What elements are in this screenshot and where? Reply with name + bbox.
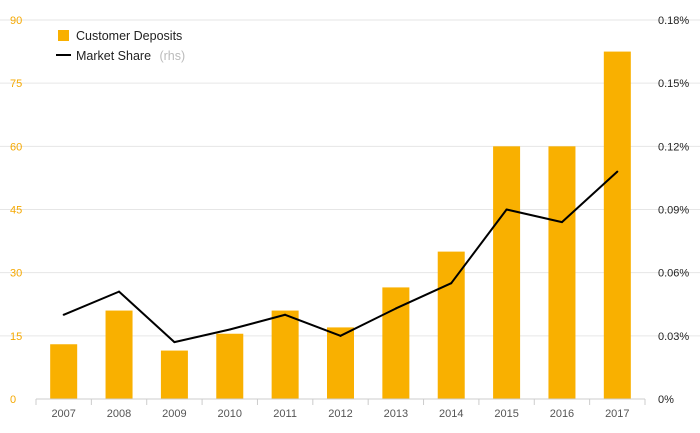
line-point	[560, 221, 563, 224]
line-point	[284, 313, 287, 316]
bars	[50, 51, 631, 399]
x-tick-label: 2015	[494, 408, 518, 420]
y-left-tick-label: 0	[10, 394, 16, 406]
x-tick-label: 2011	[273, 408, 297, 420]
bar	[548, 146, 576, 399]
legend-rhs-note: (rhs)	[159, 49, 185, 63]
bar	[437, 251, 465, 399]
y-right-tick-label: 0.03%	[658, 331, 689, 343]
axes: 0 0% 15 0.03% 30 0.06% 45 0.09% 60 0.12% 75 0.15% 90…	[10, 15, 689, 420]
line-point	[118, 290, 121, 293]
x-tick-label: 2014	[439, 408, 463, 420]
y-left-tick-label: 15	[10, 331, 22, 343]
line-point	[173, 341, 176, 344]
bar	[382, 287, 410, 399]
y-right-tick-label: 0.09%	[658, 205, 689, 217]
legend-label-customer-deposits: Customer Deposits	[76, 29, 182, 43]
gridlines	[0, 19, 700, 337]
x-tick-label: 2008	[107, 408, 131, 420]
line-point	[616, 170, 619, 173]
y-left-tick-label: 45	[10, 205, 22, 217]
legend-swatch-customer-deposits	[58, 30, 69, 41]
x-tick-label: 2009	[162, 408, 186, 420]
y-right-tick-label: 0%	[658, 394, 674, 406]
legend-label-market-share: Market Share (rhs)	[76, 47, 185, 64]
y-left-tick-label: 90	[10, 15, 22, 27]
y-right-tick-label: 0.18%	[658, 15, 689, 27]
bar	[603, 51, 631, 399]
bar	[105, 310, 133, 399]
x-tick-label: 2007	[51, 408, 75, 420]
x-tick-label: 2012	[328, 408, 352, 420]
bar	[271, 310, 299, 399]
bar	[50, 344, 78, 399]
line-point	[339, 334, 342, 337]
line-series	[62, 170, 619, 344]
y-left-tick-label: 75	[10, 78, 22, 90]
line-point	[450, 282, 453, 285]
x-tick-label: 2016	[550, 408, 574, 420]
line-point	[394, 307, 397, 310]
line-point	[228, 328, 231, 331]
y-right-tick-label: 0.15%	[658, 78, 689, 90]
x-tick-label: 2013	[384, 408, 408, 420]
x-tick-label: 2010	[218, 408, 242, 420]
y-right-tick-label: 0.06%	[658, 268, 689, 280]
line-point	[505, 208, 508, 211]
legend-market-share-name: Market Share	[76, 49, 151, 63]
bar	[160, 350, 188, 399]
market-share-line	[63, 170, 618, 344]
x-tick-label: 2017	[605, 408, 629, 420]
line-point	[62, 313, 65, 316]
bar	[327, 327, 354, 399]
y-right-tick-label: 0.12%	[658, 141, 689, 153]
y-left-tick-label: 30	[10, 268, 22, 280]
bar	[493, 146, 521, 399]
legend: Customer Deposits Market Share (rhs)	[56, 29, 185, 64]
bar	[216, 333, 244, 399]
y-left-tick-label: 60	[10, 141, 22, 153]
